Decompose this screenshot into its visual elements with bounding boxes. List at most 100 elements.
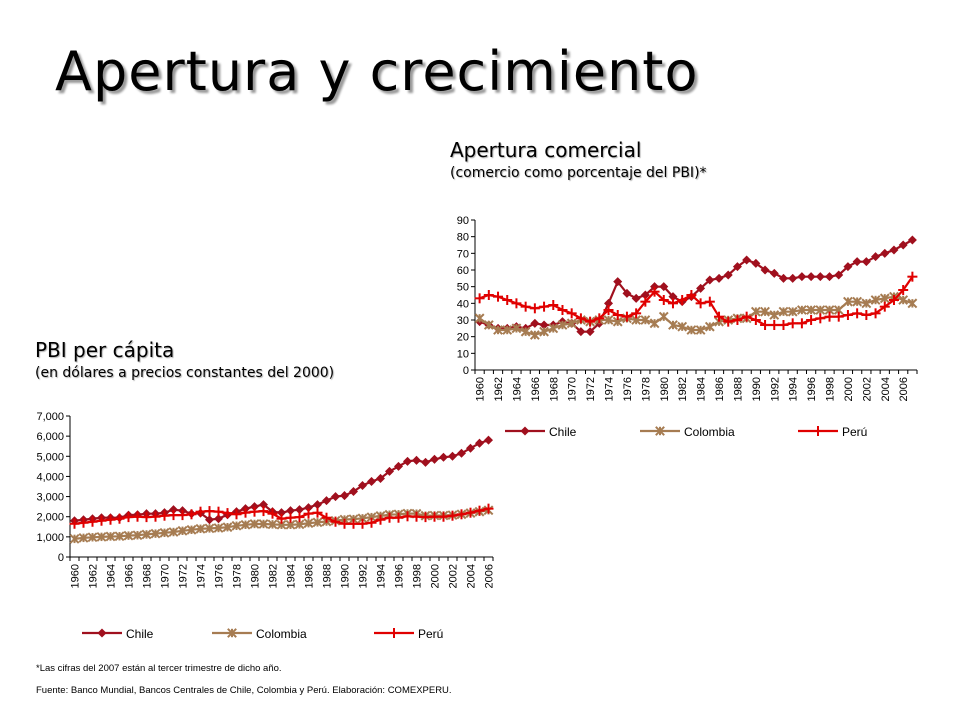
data-point [861, 310, 872, 320]
x-tick-label: 2004 [880, 377, 892, 401]
y-tick-label: 7,000 [36, 411, 64, 423]
data-point [806, 305, 817, 315]
x-tick-label: 1978 [640, 377, 652, 401]
data-point [658, 311, 669, 322]
data-point [704, 296, 715, 307]
x-tick-label: 1968 [548, 377, 560, 401]
data-point [96, 515, 107, 526]
y-tick-label: 20 [457, 332, 469, 344]
data-point [141, 512, 152, 523]
data-point [339, 491, 350, 501]
data-point [195, 506, 206, 517]
data-point [585, 327, 595, 337]
data-point [557, 305, 568, 315]
x-tick-label: 2000 [430, 564, 442, 588]
data-point [429, 511, 440, 522]
data-point [114, 531, 125, 542]
data-point [889, 245, 899, 255]
data-point [312, 507, 323, 518]
data-point [186, 524, 197, 535]
x-tick-label: 1976 [622, 377, 634, 401]
data-point [520, 326, 531, 337]
data-point [258, 519, 269, 529]
data-point [695, 298, 706, 309]
data-point [150, 528, 161, 539]
data-point [539, 301, 550, 312]
x-tick-label: 1984 [286, 564, 298, 588]
x-tick-label: 1964 [511, 377, 523, 401]
data-point [447, 451, 458, 461]
data-point [575, 313, 586, 324]
data-point [483, 503, 494, 514]
legend-label: Chile [549, 425, 577, 439]
data-point [815, 272, 825, 282]
data-point [105, 531, 116, 542]
legend-marker [655, 426, 665, 436]
legend-marker [389, 628, 399, 638]
legend-label: Chile [126, 627, 154, 641]
x-tick-label: 2002 [448, 564, 460, 588]
data-point [704, 321, 715, 332]
data-point [420, 457, 431, 467]
slide-title: Apertura y crecimiento [55, 40, 699, 103]
x-tick-label: 2006 [898, 377, 910, 401]
data-point [732, 315, 743, 325]
data-point [787, 306, 798, 317]
data-point [879, 293, 890, 304]
data-point [222, 508, 233, 519]
legend-marker [97, 628, 107, 638]
data-point [213, 514, 224, 524]
data-point [888, 295, 899, 305]
data-point [530, 318, 540, 328]
x-tick-label: 1970 [567, 377, 579, 401]
data-point [751, 258, 761, 268]
data-point [815, 305, 826, 315]
data-point [195, 523, 206, 534]
data-point [240, 519, 251, 530]
data-point [649, 318, 660, 329]
data-point [339, 518, 350, 529]
data-point [204, 506, 215, 517]
data-point [375, 473, 386, 483]
data-point [667, 298, 678, 309]
footnote: *Las cifras del 2007 están al tercer tri… [36, 663, 282, 674]
data-point [907, 298, 918, 309]
data-point [898, 295, 909, 305]
data-point [797, 272, 807, 282]
data-point [603, 305, 614, 315]
data-point [132, 530, 143, 541]
data-point [267, 508, 278, 519]
data-point [384, 512, 395, 523]
data-point [695, 325, 706, 335]
data-point [788, 273, 798, 283]
data-point [787, 318, 798, 329]
y-tick-label: 80 [457, 232, 469, 244]
data-point [204, 523, 215, 534]
legend-marker [813, 426, 823, 436]
data-point [677, 321, 688, 332]
x-tick-label: 1974 [196, 564, 208, 588]
data-point [483, 290, 494, 300]
data-point [769, 268, 779, 278]
data-point [640, 296, 651, 307]
y-tick-label: 3,000 [36, 492, 64, 504]
data-point [879, 301, 890, 312]
data-point [613, 277, 623, 287]
chart1-title: Apertura comercial [450, 138, 642, 162]
data-point [843, 296, 853, 307]
data-point [402, 511, 413, 522]
data-point [123, 512, 134, 523]
data-point [204, 515, 215, 525]
data-point [87, 516, 98, 527]
data-point [438, 511, 449, 522]
data-point [150, 511, 161, 522]
data-point [357, 518, 368, 529]
data-point [447, 510, 458, 521]
data-point [366, 517, 377, 528]
data-point [411, 455, 422, 465]
x-tick-label: 1960 [70, 564, 82, 588]
data-point [132, 511, 143, 522]
x-tick-label: 1968 [142, 564, 154, 588]
data-point [231, 509, 242, 520]
data-point [696, 283, 706, 293]
